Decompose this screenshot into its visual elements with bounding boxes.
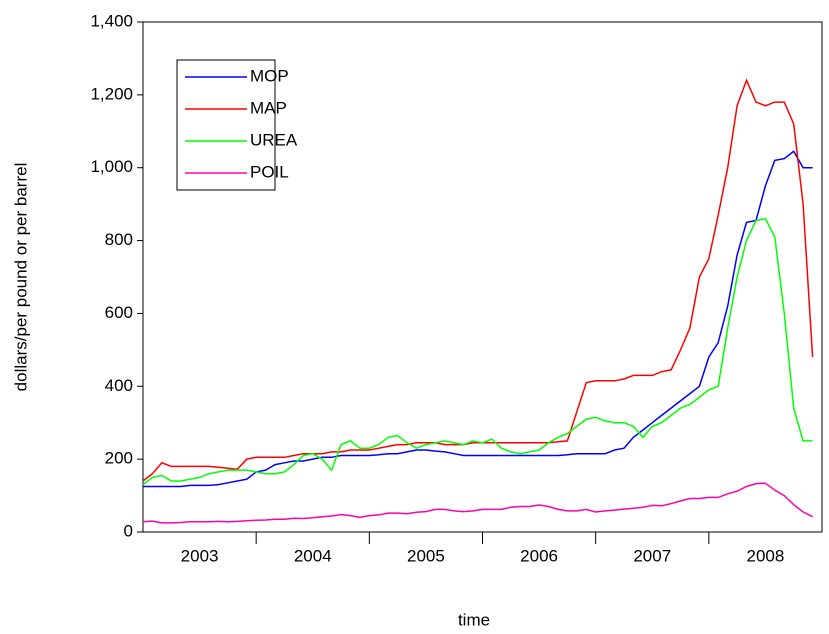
y-tick-label: 800: [105, 230, 133, 249]
y-axis-title: dollars/per pound or per barrel: [11, 163, 30, 392]
series-line: [143, 150, 813, 488]
legend-label: UREA: [250, 130, 298, 149]
legend-label: MAP: [250, 98, 287, 117]
x-tick-label: 2008: [747, 546, 785, 565]
series-line: [142, 78, 814, 482]
y-tick-label: 1,000: [90, 157, 133, 176]
y-tick-label: 200: [105, 449, 133, 468]
legend-box: [176, 59, 276, 191]
legend-label: MOP: [250, 66, 289, 85]
x-tick-label: 2004: [294, 546, 332, 565]
x-tick-label: 2006: [520, 546, 558, 565]
legend-label: POIL: [250, 162, 289, 181]
y-tick-label: 400: [105, 376, 133, 395]
y-tick-label: 1,200: [90, 84, 133, 103]
y-tick-label: 0: [124, 521, 133, 540]
x-tick-label: 2005: [407, 546, 445, 565]
x-tick-label: 2003: [181, 546, 219, 565]
y-tick-label: 1,400: [90, 11, 133, 30]
y-tick-label: 600: [105, 303, 133, 322]
series-line: [142, 217, 813, 486]
x-axis-title: time: [458, 610, 490, 629]
series-line: [142, 482, 813, 524]
x-tick-label: 2007: [633, 546, 671, 565]
